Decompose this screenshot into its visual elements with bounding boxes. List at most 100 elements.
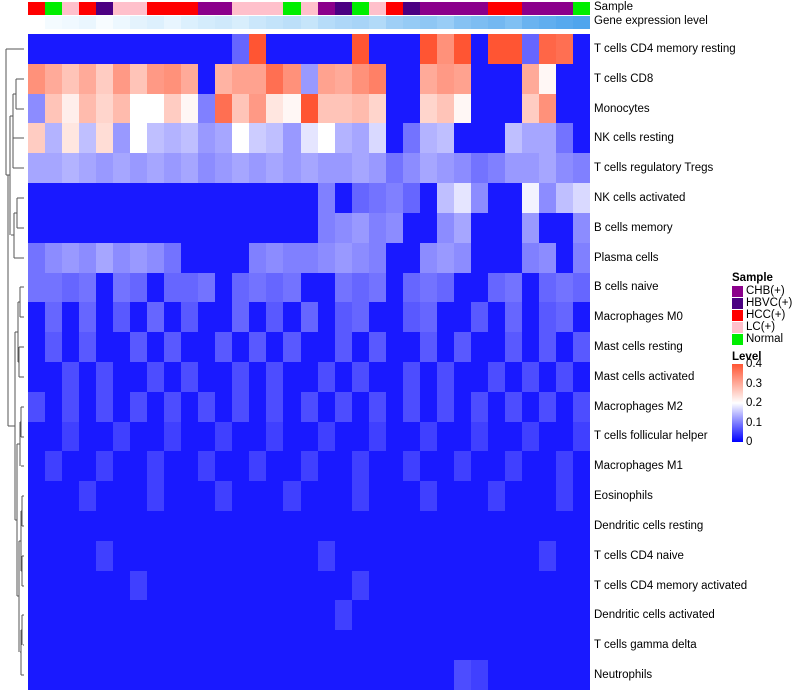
heatmap-cell [283,630,301,661]
heatmap-cell [181,34,199,64]
gene-expression-annotation-cell [351,16,369,29]
heatmap-cell [232,183,250,213]
heatmap-cell [62,153,80,184]
heatmap-cell [96,212,114,243]
sample-annotation-cell [436,2,454,15]
heatmap-cell [419,391,437,422]
heatmap-cell [538,123,556,154]
heatmap-cell [402,361,420,392]
heatmap-cell [504,540,522,571]
heatmap-cell [300,153,318,184]
heatmap-cell [266,600,284,631]
heatmap-cell [28,153,46,184]
heatmap-cell [334,540,352,571]
sample-legend: Sample CHB(+) HBVC(+) HCC(+) LC(+) Normal [732,272,800,345]
heatmap-row [28,272,591,303]
heatmap-cell [521,123,539,154]
gene-expression-annotation-cell [96,16,114,29]
heatmap-cell [113,123,131,154]
heatmap-cell [28,540,46,571]
heatmap-cell [504,391,522,422]
heatmap-cell [521,391,539,422]
heatmap-cell [419,153,437,184]
heatmap-cell [198,93,216,124]
heatmap-cell [300,361,318,392]
heatmap-cell [198,391,216,422]
gene-expression-annotation-cell [215,16,233,29]
legend-swatch [732,333,743,345]
heatmap-row [28,123,591,154]
row-label-column: T cells CD4 memory resting T cells CD8 Mon… [594,34,800,690]
heatmap-cell [436,302,454,333]
heatmap-cell [164,540,182,571]
heatmap-cell [351,481,369,511]
heatmap-cell [300,421,318,452]
heatmap-cell [45,302,63,333]
heatmap-cell [45,153,63,184]
gene-expression-annotation-cell [113,16,131,29]
gene-expression-annotation-cell [504,16,522,29]
sample-annotation-cell [300,2,318,15]
row-label: Monocytes [594,102,650,115]
heatmap-cell [130,242,148,273]
heatmap-cell [453,570,471,601]
heatmap-cell [453,391,471,422]
heatmap-cell [96,600,114,631]
heatmap-cell [470,63,488,94]
heatmap-cell [249,93,267,124]
heatmap-cell [113,34,131,64]
sample-annotation-cell [368,2,386,15]
sample-annotation-cell [470,2,488,15]
heatmap-cell [45,481,63,511]
heatmap-cell [266,242,284,273]
heatmap-cell [453,272,471,303]
heatmap-cell [215,123,233,154]
sample-annotation-cell [317,2,335,15]
heatmap-cell [538,391,556,422]
sample-annotation-cell [232,2,250,15]
gene-expression-annotation-cell [300,16,318,29]
heatmap-row [28,630,591,661]
heatmap-cell [45,272,63,303]
heatmap-cell [453,660,471,690]
heatmap-cell [62,63,80,94]
heatmap-cell [164,34,182,64]
sample-annotation-cell [215,2,233,15]
heatmap-cell [164,332,182,362]
heatmap-cell [402,451,420,482]
heatmap-cell [283,153,301,184]
heatmap-cell [368,630,386,661]
heatmap-cell [351,272,369,303]
heatmap-cell [487,242,505,273]
heatmap-cell [351,600,369,631]
heatmap-cell [96,302,114,333]
heatmap-cell [555,511,573,541]
heatmap-cell [368,183,386,213]
heatmap-cell [62,183,80,213]
heatmap-cell [130,540,148,571]
heatmap-cell [470,451,488,482]
heatmap-cell [181,511,199,541]
heatmap-cell [487,451,505,482]
heatmap-cell [436,34,454,64]
heatmap-cell [419,93,437,124]
heatmap-cell [487,600,505,631]
heatmap-cell [453,600,471,631]
heatmap-cell [385,511,403,541]
heatmap-cell [504,93,522,124]
heatmap-cell [538,421,556,452]
heatmap-cell [453,421,471,452]
heatmap-cell [181,540,199,571]
heatmap-cell [487,540,505,571]
heatmap-cell [130,421,148,452]
heatmap-cell [198,570,216,601]
heatmap-cell [113,481,131,511]
heatmap-cell [198,451,216,482]
heatmap-cell [385,93,403,124]
sample-annotation-cell [555,2,573,15]
row-label: Eosinophils [594,490,653,503]
legend-item-label: LC(+) [746,321,776,333]
row-label: NK cells activated [594,191,686,204]
heatmap-cell [504,34,522,64]
